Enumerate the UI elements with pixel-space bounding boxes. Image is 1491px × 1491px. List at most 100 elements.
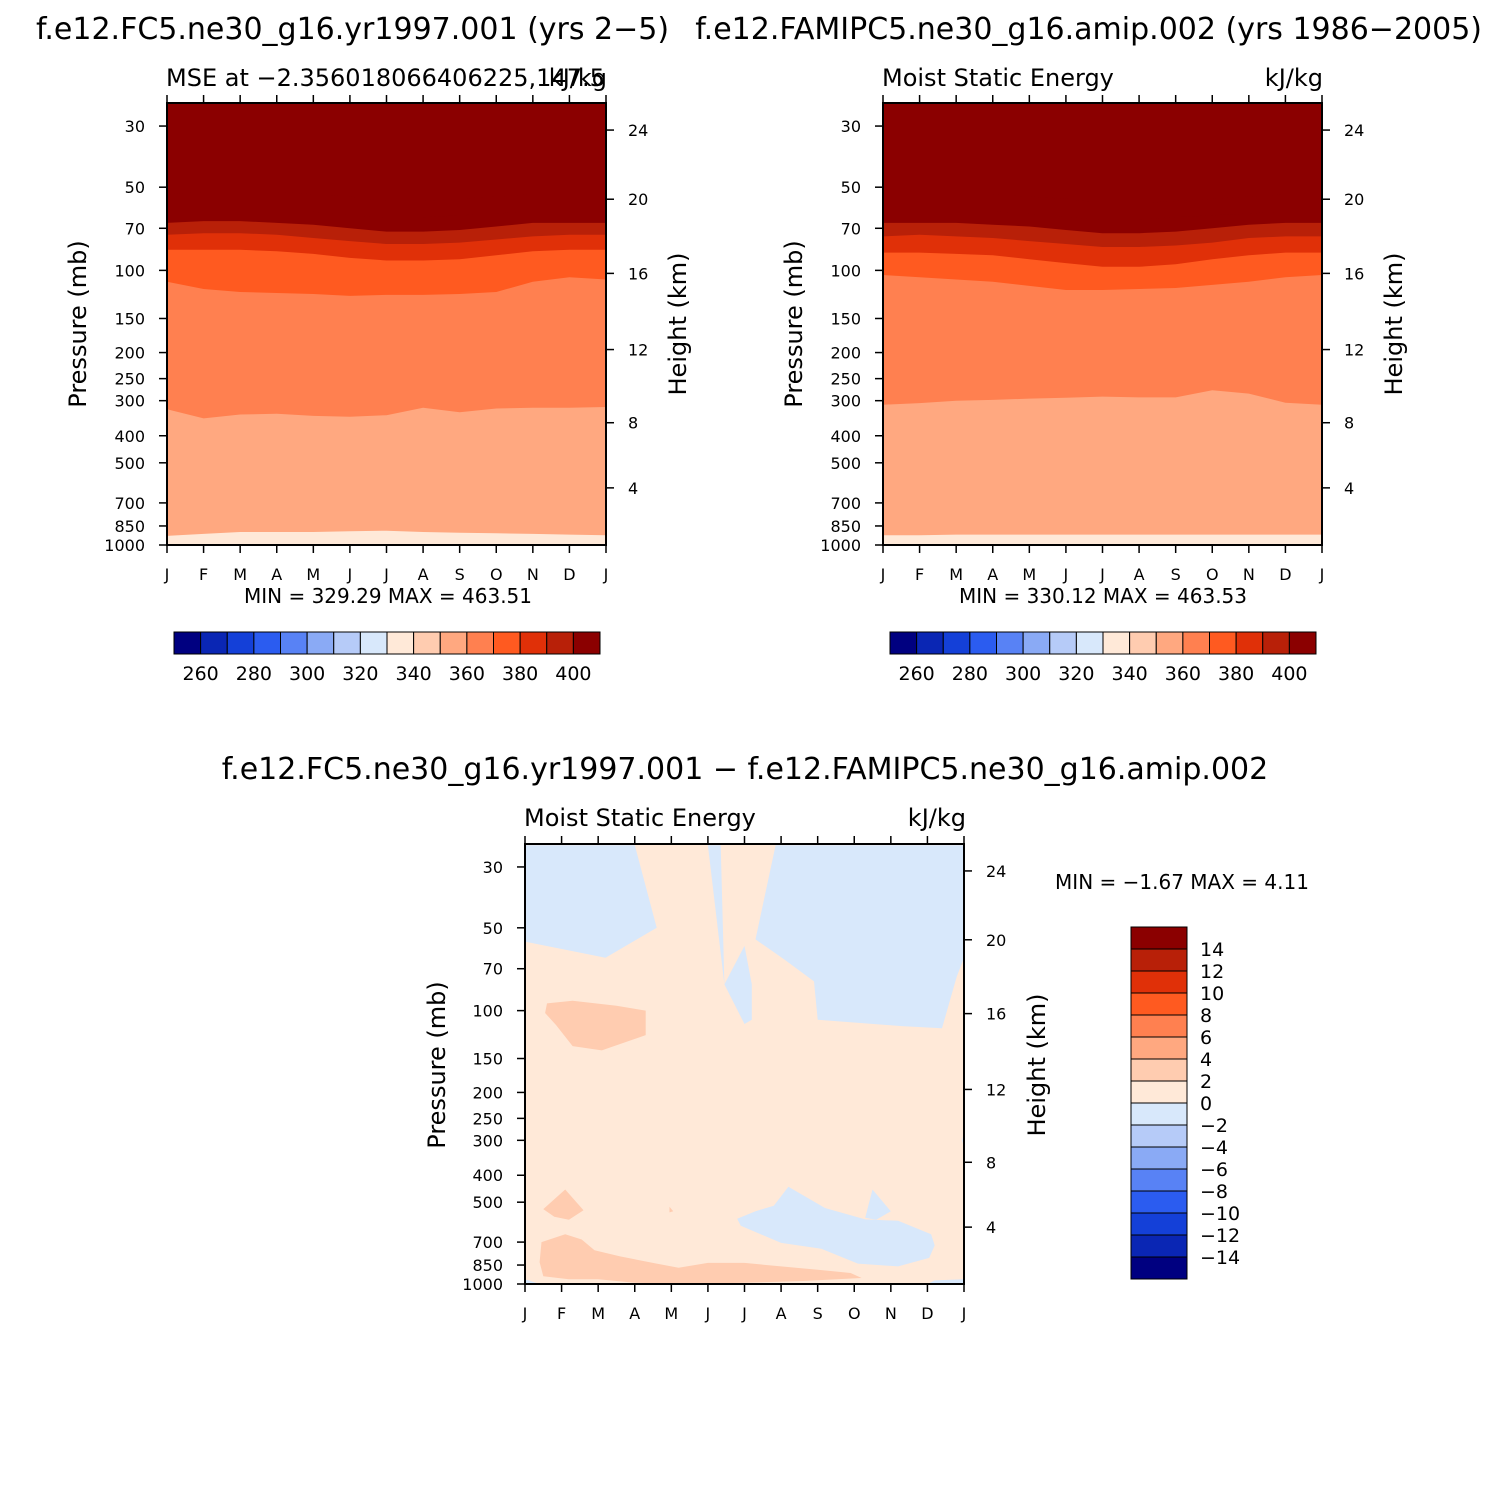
pressure-tick-label: 300 bbox=[114, 392, 145, 411]
colorbar-label: 280 bbox=[952, 663, 988, 685]
contour-region-2-4 bbox=[539, 1234, 862, 1284]
contour-region-2-4 bbox=[543, 1189, 584, 1220]
month-tick-label: D bbox=[921, 1304, 933, 1323]
pressure-tick-label: 50 bbox=[125, 178, 145, 197]
colorbar-label: 380 bbox=[502, 663, 538, 685]
month-tick-label: S bbox=[813, 1304, 823, 1323]
colorbar-swatch bbox=[942, 631, 971, 655]
colorbar-label: 12 bbox=[1200, 961, 1224, 983]
colorbar-swatch bbox=[413, 631, 441, 655]
contour-region--2-0 bbox=[525, 1279, 540, 1284]
height-tick-label: 8 bbox=[628, 414, 638, 433]
month-tick-label: J bbox=[347, 565, 353, 584]
height-tick-label: 16 bbox=[1344, 264, 1364, 283]
colorbar-label: 400 bbox=[1271, 663, 1307, 685]
height-tick-label: 24 bbox=[628, 121, 648, 140]
panel-units-label: kJ/kg bbox=[908, 804, 966, 832]
colorbar-label: −14 bbox=[1200, 1247, 1240, 1269]
colorbar-swatch bbox=[1130, 1058, 1188, 1082]
colorbar-swatch bbox=[306, 631, 335, 655]
pressure-tick-label: 500 bbox=[472, 1193, 503, 1212]
month-tick-label: M bbox=[664, 1304, 678, 1323]
contour-region--2-0 bbox=[865, 1189, 891, 1220]
colorbar-swatch bbox=[333, 631, 361, 655]
colorbar-label: 360 bbox=[449, 663, 485, 685]
pressure-tick-label: 70 bbox=[125, 219, 145, 238]
colorbar-label: −10 bbox=[1200, 1203, 1240, 1225]
contour-band-400-410 bbox=[167, 103, 606, 201]
pressure-tick-label: 200 bbox=[114, 344, 145, 363]
month-tick-label: A bbox=[629, 1304, 640, 1323]
pressure-tick-label: 150 bbox=[114, 309, 145, 328]
minmax-label: MIN = 329.29 MAX = 463.51 bbox=[244, 584, 532, 608]
colorbar-label: 2 bbox=[1200, 1071, 1212, 1093]
pressure-tick-label: 30 bbox=[841, 117, 861, 136]
pressure-tick-label: 400 bbox=[472, 1166, 503, 1185]
pressure-tick-label: 500 bbox=[830, 454, 861, 473]
month-tick-label: D bbox=[563, 565, 575, 584]
pressure-tick-label: 700 bbox=[830, 494, 861, 513]
plot-area bbox=[525, 844, 964, 1284]
colorbar-label: 260 bbox=[898, 663, 934, 685]
colorbar-label: 280 bbox=[236, 663, 272, 685]
colorbar-label: −4 bbox=[1200, 1137, 1228, 1159]
colorbar-swatch bbox=[1130, 1190, 1188, 1214]
case-title-1: f.e12.FC5.ne30_g16.yr1997.001 (yrs 2−5) bbox=[36, 12, 669, 47]
month-tick-label: M bbox=[1022, 565, 1036, 584]
colorbar-label: 400 bbox=[555, 663, 591, 685]
month-tick-label: J bbox=[741, 1304, 747, 1323]
colorbar-swatch bbox=[1075, 631, 1104, 655]
pressure-tick-label: 250 bbox=[472, 1109, 503, 1128]
colorbar-swatch bbox=[1130, 1168, 1188, 1192]
contour-region--2-0 bbox=[707, 845, 752, 1024]
colorbar-swatch bbox=[1130, 1124, 1188, 1148]
pressure-axis-label: Pressure (mb) bbox=[780, 240, 808, 407]
month-tick-label: M bbox=[306, 565, 320, 584]
height-tick-label: 16 bbox=[986, 1005, 1006, 1024]
pressure-tick-label: 50 bbox=[483, 919, 503, 938]
colorbar-swatch bbox=[439, 631, 468, 655]
pressure-tick-label: 250 bbox=[114, 370, 145, 389]
colorbar-swatch bbox=[546, 631, 574, 655]
plot-area bbox=[883, 103, 1322, 545]
height-tick-label: 24 bbox=[986, 862, 1006, 881]
colorbar-swatch bbox=[916, 631, 944, 655]
height-tick-label: 12 bbox=[1344, 341, 1364, 360]
pressure-tick-label: 30 bbox=[125, 117, 145, 136]
height-tick-label: 8 bbox=[1344, 414, 1354, 433]
colorbar-label: 8 bbox=[1200, 1005, 1212, 1027]
pressure-tick-label: 700 bbox=[472, 1233, 503, 1252]
panel-units-label: kJ/kg bbox=[549, 64, 607, 92]
colorbar-swatch bbox=[1155, 631, 1184, 655]
colorbar-swatch bbox=[1235, 631, 1264, 655]
month-tick-label: F bbox=[199, 565, 208, 584]
minmax-label: MIN = −1.67 MAX = 4.11 bbox=[1055, 870, 1309, 894]
colorbar-swatch bbox=[889, 631, 918, 655]
height-axis-label: Height (km) bbox=[1380, 253, 1408, 396]
pressure-tick-label: 200 bbox=[830, 344, 861, 363]
contour-region--2-0 bbox=[927, 1279, 964, 1284]
month-tick-label: J bbox=[1063, 565, 1069, 584]
pressure-tick-label: 1000 bbox=[820, 536, 861, 555]
colorbar-swatch bbox=[1130, 948, 1188, 972]
month-tick-label: J bbox=[880, 565, 886, 584]
colorbar-swatch bbox=[200, 631, 228, 655]
pressure-tick-label: 100 bbox=[472, 1002, 503, 1021]
colorbar-swatch bbox=[572, 631, 601, 655]
pressure-tick-label: 50 bbox=[841, 178, 861, 197]
colorbar-swatch bbox=[1049, 631, 1077, 655]
panel-left-label: MSE at −2.356018066406225,147.5 bbox=[166, 64, 605, 92]
colorbar-label: 10 bbox=[1200, 983, 1224, 1005]
panel-left-label: Moist Static Energy bbox=[524, 804, 756, 832]
colorbar-swatch bbox=[493, 631, 521, 655]
pressure-tick-label: 200 bbox=[472, 1083, 503, 1102]
plot-area bbox=[167, 103, 606, 545]
month-tick-label: J bbox=[603, 565, 609, 584]
height-tick-label: 20 bbox=[986, 931, 1006, 950]
month-tick-label: A bbox=[987, 565, 998, 584]
case-title-diff: f.e12.FC5.ne30_g16.yr1997.001 − f.e12.FA… bbox=[222, 752, 1268, 787]
month-tick-label: D bbox=[1279, 565, 1291, 584]
colorbar-label: 380 bbox=[1218, 663, 1254, 685]
colorbar-label: 340 bbox=[1111, 663, 1147, 685]
